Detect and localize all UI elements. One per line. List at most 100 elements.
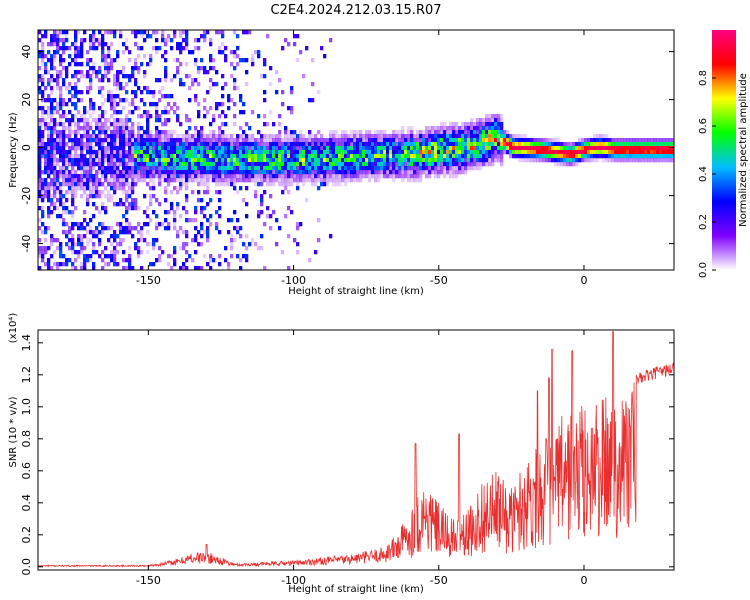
heatmap-cell [86, 182, 90, 187]
heatmap-cell [668, 146, 672, 151]
heatmap-cell [155, 158, 159, 163]
heatmap-cell [500, 150, 504, 155]
heatmap-cell [167, 166, 171, 171]
heatmap-cell [203, 142, 207, 147]
heatmap-cell [89, 86, 93, 91]
heatmap-cell [101, 46, 105, 51]
heatmap-cell [353, 142, 357, 147]
heatmap-cell [602, 158, 606, 163]
heatmap-cell [101, 94, 105, 99]
heatmap-cell [101, 226, 105, 231]
heatmap-cell [260, 166, 264, 171]
heatmap-cell [437, 130, 441, 135]
heatmap-cell [296, 250, 300, 255]
heatmap-cell [104, 262, 108, 267]
heatmap-cell [164, 198, 168, 203]
heatmap-cell [53, 110, 57, 115]
heatmap-cell [176, 138, 180, 143]
heatmap-cell [59, 106, 63, 111]
heatmap-cell [197, 198, 201, 203]
heatmap-cell [149, 174, 153, 179]
heatmap-cell [155, 102, 159, 107]
heatmap-cell [137, 106, 141, 111]
heatmap-cell [347, 158, 351, 163]
heatmap-cell [548, 142, 552, 147]
heatmap-cell [164, 166, 168, 171]
heatmap-cell [401, 126, 405, 131]
heatmap-cell [158, 90, 162, 95]
heatmap-cell [128, 194, 132, 199]
heatmap-cell [272, 150, 276, 155]
heatmap-cell [491, 118, 495, 123]
heatmap-cell [290, 182, 294, 187]
heatmap-cell [206, 226, 210, 231]
heatmap-cell [110, 162, 114, 167]
heatmap-cell [248, 154, 252, 159]
heatmap-cell [401, 154, 405, 159]
heatmap-cell [119, 126, 123, 131]
heatmap-cell [77, 158, 81, 163]
heatmap-cell [290, 106, 294, 111]
heatmap-cell [173, 214, 177, 219]
heatmap-cell [185, 134, 189, 139]
heatmap-cell [293, 178, 297, 183]
heatmap-cell [497, 118, 501, 123]
snr-y-axis-label: SNR (10 * v/v) [8, 396, 19, 467]
heatmap-cell [152, 242, 156, 247]
heatmap-cell [101, 250, 105, 255]
heatmap-cell [347, 162, 351, 167]
heatmap-cell [503, 134, 507, 139]
heatmap-cell [128, 258, 132, 263]
heatmap-cell [299, 138, 303, 143]
heatmap-cell [122, 50, 126, 55]
heatmap-cell [260, 134, 264, 139]
heatmap-cell [605, 146, 609, 151]
heatmap-cell [182, 30, 186, 35]
heatmap-cell [179, 42, 183, 47]
heatmap-cell [89, 226, 93, 231]
heatmap-cell [80, 186, 84, 191]
heatmap-cell [71, 266, 75, 271]
heatmap-cell [266, 150, 270, 155]
heatmap-cell [104, 118, 108, 123]
heatmap-cell [164, 158, 168, 163]
heatmap-cell [80, 222, 84, 227]
heatmap-cell [455, 130, 459, 135]
heatmap-cell [290, 86, 294, 91]
heatmap-cell [122, 122, 126, 127]
heatmap-cell [323, 138, 327, 143]
heatmap-cell [320, 162, 324, 167]
heatmap-cell [356, 130, 360, 135]
heatmap-cell [539, 142, 543, 147]
heatmap-cell [227, 146, 231, 151]
heatmap-cell [485, 138, 489, 143]
heatmap-cell [152, 154, 156, 159]
heatmap-cell [317, 138, 321, 143]
heatmap-cell [92, 266, 96, 271]
heatmap-cell [488, 162, 492, 167]
heatmap-cell [230, 234, 234, 239]
heatmap-cell [482, 118, 486, 123]
heatmap-cell [317, 146, 321, 151]
heatmap-cell [47, 266, 51, 271]
heatmap-cell [263, 134, 267, 139]
heatmap-cell [314, 250, 318, 255]
heatmap-cell [512, 150, 516, 155]
heatmap-cell [92, 162, 96, 167]
heatmap-cell [188, 146, 192, 151]
heatmap-cell [113, 122, 117, 127]
heatmap-cell [251, 110, 255, 115]
heatmap-cell [101, 42, 105, 47]
heatmap-cell [254, 158, 258, 163]
heatmap-cell [332, 158, 336, 163]
heatmap-cell [170, 266, 174, 271]
heatmap-cell [74, 258, 78, 263]
heatmap-cell [263, 162, 267, 167]
heatmap-cell [293, 134, 297, 139]
heatmap-cell [665, 150, 669, 155]
heatmap-cell [329, 170, 333, 175]
heatmap-cell [452, 126, 456, 131]
heatmap-cell [527, 142, 531, 147]
heatmap-cell [209, 214, 213, 219]
heatmap-cell [629, 150, 633, 155]
